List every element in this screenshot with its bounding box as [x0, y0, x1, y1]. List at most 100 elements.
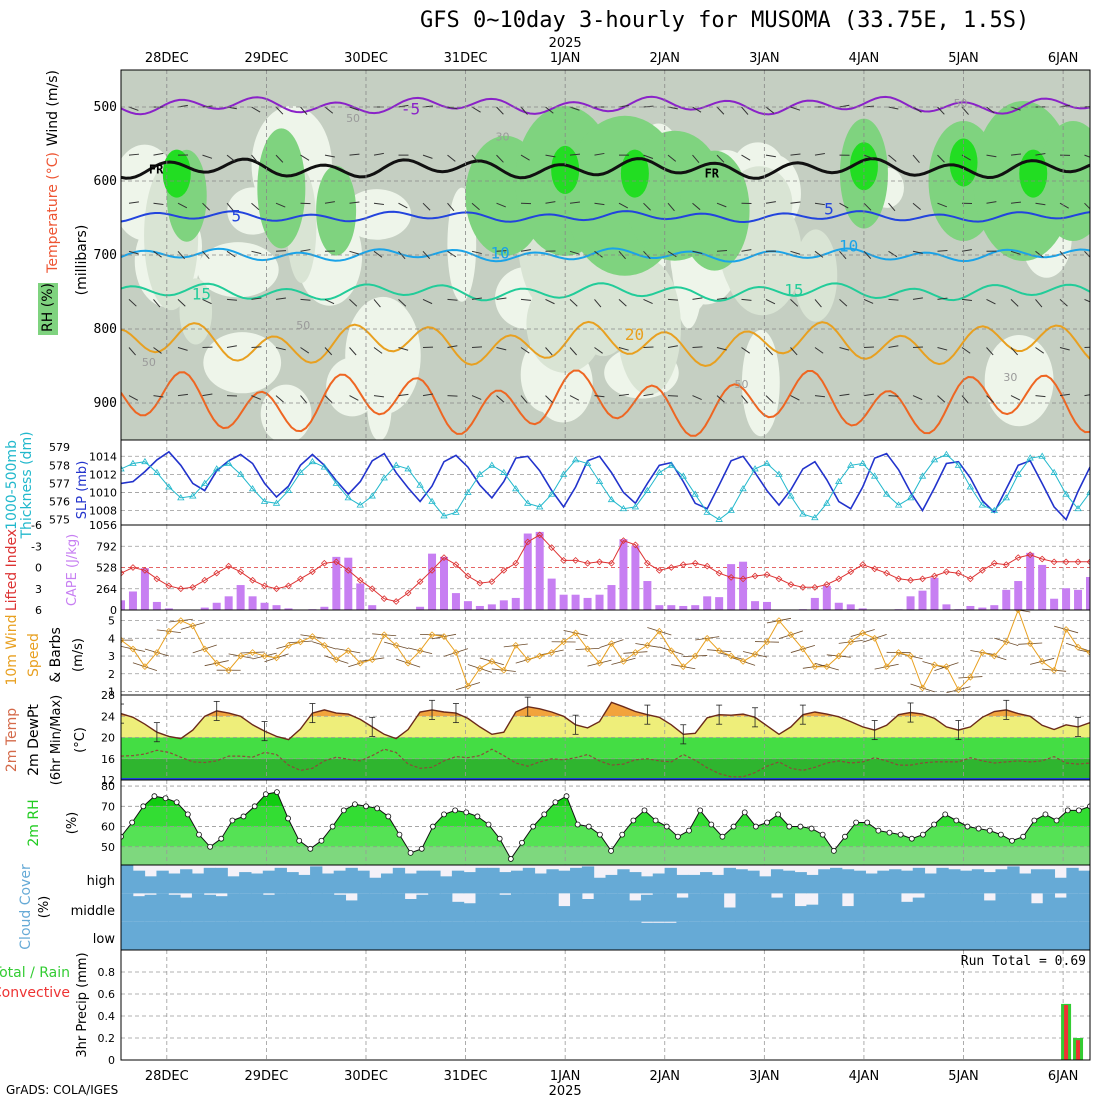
bottom-date-label: 31DEC — [444, 1069, 488, 1084]
cloud-bar-high — [1042, 869, 1056, 894]
thickness-point — [121, 465, 125, 472]
wind-speed-line — [121, 610, 1090, 691]
bottom-date-label: 3JAN — [749, 1069, 780, 1084]
thickness-point — [978, 501, 987, 508]
wind-barb — [300, 106, 308, 115]
rh2m-point — [585, 823, 592, 830]
wind-tick-label: 5 — [108, 615, 115, 628]
lifted-index-point — [536, 531, 544, 539]
cloud-bar-high — [770, 869, 784, 894]
cloud-bar-low — [310, 921, 323, 950]
rh2m-point — [184, 811, 191, 818]
wind-barb — [765, 298, 776, 305]
wind-speed-point — [380, 631, 388, 639]
wind-plot — [121, 610, 1090, 695]
lifted-index-point — [584, 559, 591, 567]
wind-barb — [912, 395, 923, 401]
wind-barb — [814, 299, 822, 308]
wind-barb — [692, 250, 703, 254]
cloud-bar-low — [806, 921, 819, 950]
thickness-tick-label: 576 — [49, 495, 70, 508]
cape-bar — [547, 578, 556, 610]
wind-barb — [349, 201, 360, 204]
wind-barb — [937, 395, 946, 403]
cloud-bar-low — [250, 921, 264, 950]
lifted-index-point — [380, 595, 388, 603]
rh2m-point — [953, 817, 960, 824]
wind-barb — [153, 250, 162, 258]
rh2m-point — [563, 793, 570, 800]
cloud-bar-low — [522, 921, 536, 950]
cloud-bar-middle — [546, 893, 559, 922]
wind-speed-point — [775, 617, 783, 625]
wind-speed-point — [955, 686, 962, 694]
cloud-bar-low — [676, 921, 689, 950]
thickness-point — [488, 461, 496, 468]
wind-speed-point — [464, 682, 472, 690]
cloud-bar-low — [1066, 921, 1079, 950]
wind-speed-point — [1014, 610, 1022, 614]
thickness-point — [679, 472, 687, 479]
cape-bar — [834, 602, 843, 610]
wind-barb — [937, 106, 945, 115]
cloud-bar-middle — [404, 899, 417, 922]
wind-barb — [373, 395, 384, 398]
cloud-bar-low — [1030, 921, 1044, 950]
lifted-index-point — [344, 566, 352, 574]
rh-saturated-region — [620, 149, 649, 198]
rh2m-point — [986, 827, 993, 834]
wind-barb — [545, 347, 553, 356]
wind-barb — [153, 202, 164, 205]
temperature-line — [121, 701, 1090, 741]
lifted-index-point — [273, 585, 280, 593]
top-date-label: 28DEC — [145, 51, 189, 66]
wind-barb — [128, 395, 139, 401]
cloud-bar-high — [392, 867, 406, 894]
cloud-bar-high — [144, 876, 157, 894]
cloud-bar-middle — [948, 893, 961, 922]
wind-barb — [471, 297, 482, 300]
wind-barb — [447, 250, 457, 258]
lifted-index-point — [751, 572, 759, 580]
wind-barb — [520, 347, 530, 354]
cloud-bar-low — [333, 921, 347, 950]
thickness-point — [691, 490, 699, 497]
thickness-point — [1002, 494, 1010, 501]
lifted-index-point — [787, 581, 795, 588]
wind-barb — [912, 250, 923, 254]
rh2m-point — [574, 821, 581, 828]
lifted-index-point — [643, 559, 651, 567]
cloud-bar-high — [830, 867, 843, 894]
rh2m-point — [641, 807, 648, 814]
cape-bar — [236, 585, 245, 610]
cloud-level-label: low — [93, 932, 116, 947]
cloud-bar-high — [487, 867, 500, 894]
rh2m-tick-label: 80 — [101, 780, 115, 793]
wind-barb — [716, 202, 727, 208]
cloud-bar-middle — [900, 901, 914, 922]
wind-barb — [912, 106, 922, 113]
wind-barb — [888, 345, 899, 348]
cloud-bar-low — [404, 921, 417, 950]
wind-speed-point — [297, 638, 304, 646]
wind-speed-point — [524, 656, 532, 663]
thickness-point — [571, 456, 580, 463]
isotherm-line — [121, 210, 1090, 224]
cloud-bar-low — [581, 921, 595, 950]
wind-barb — [863, 154, 874, 160]
cape-bar — [1086, 576, 1090, 610]
wind-barb — [937, 249, 948, 252]
wind-barb — [986, 298, 996, 305]
wind-speed-point — [261, 652, 268, 660]
wind-barb — [324, 201, 335, 204]
cloud-bar-high — [451, 870, 465, 894]
temp-tick-label: 24 — [101, 710, 115, 723]
wind-barb — [422, 202, 431, 211]
bottom-date-label: 5JAN — [948, 1069, 979, 1084]
cape-bar — [1062, 588, 1071, 610]
thickness-point — [918, 472, 927, 479]
rh2m-point — [441, 811, 447, 818]
cloud-bar-middle — [132, 896, 146, 922]
wind-barb — [520, 298, 532, 301]
ylabel-thickness-1: 1000-500mb — [4, 440, 20, 530]
